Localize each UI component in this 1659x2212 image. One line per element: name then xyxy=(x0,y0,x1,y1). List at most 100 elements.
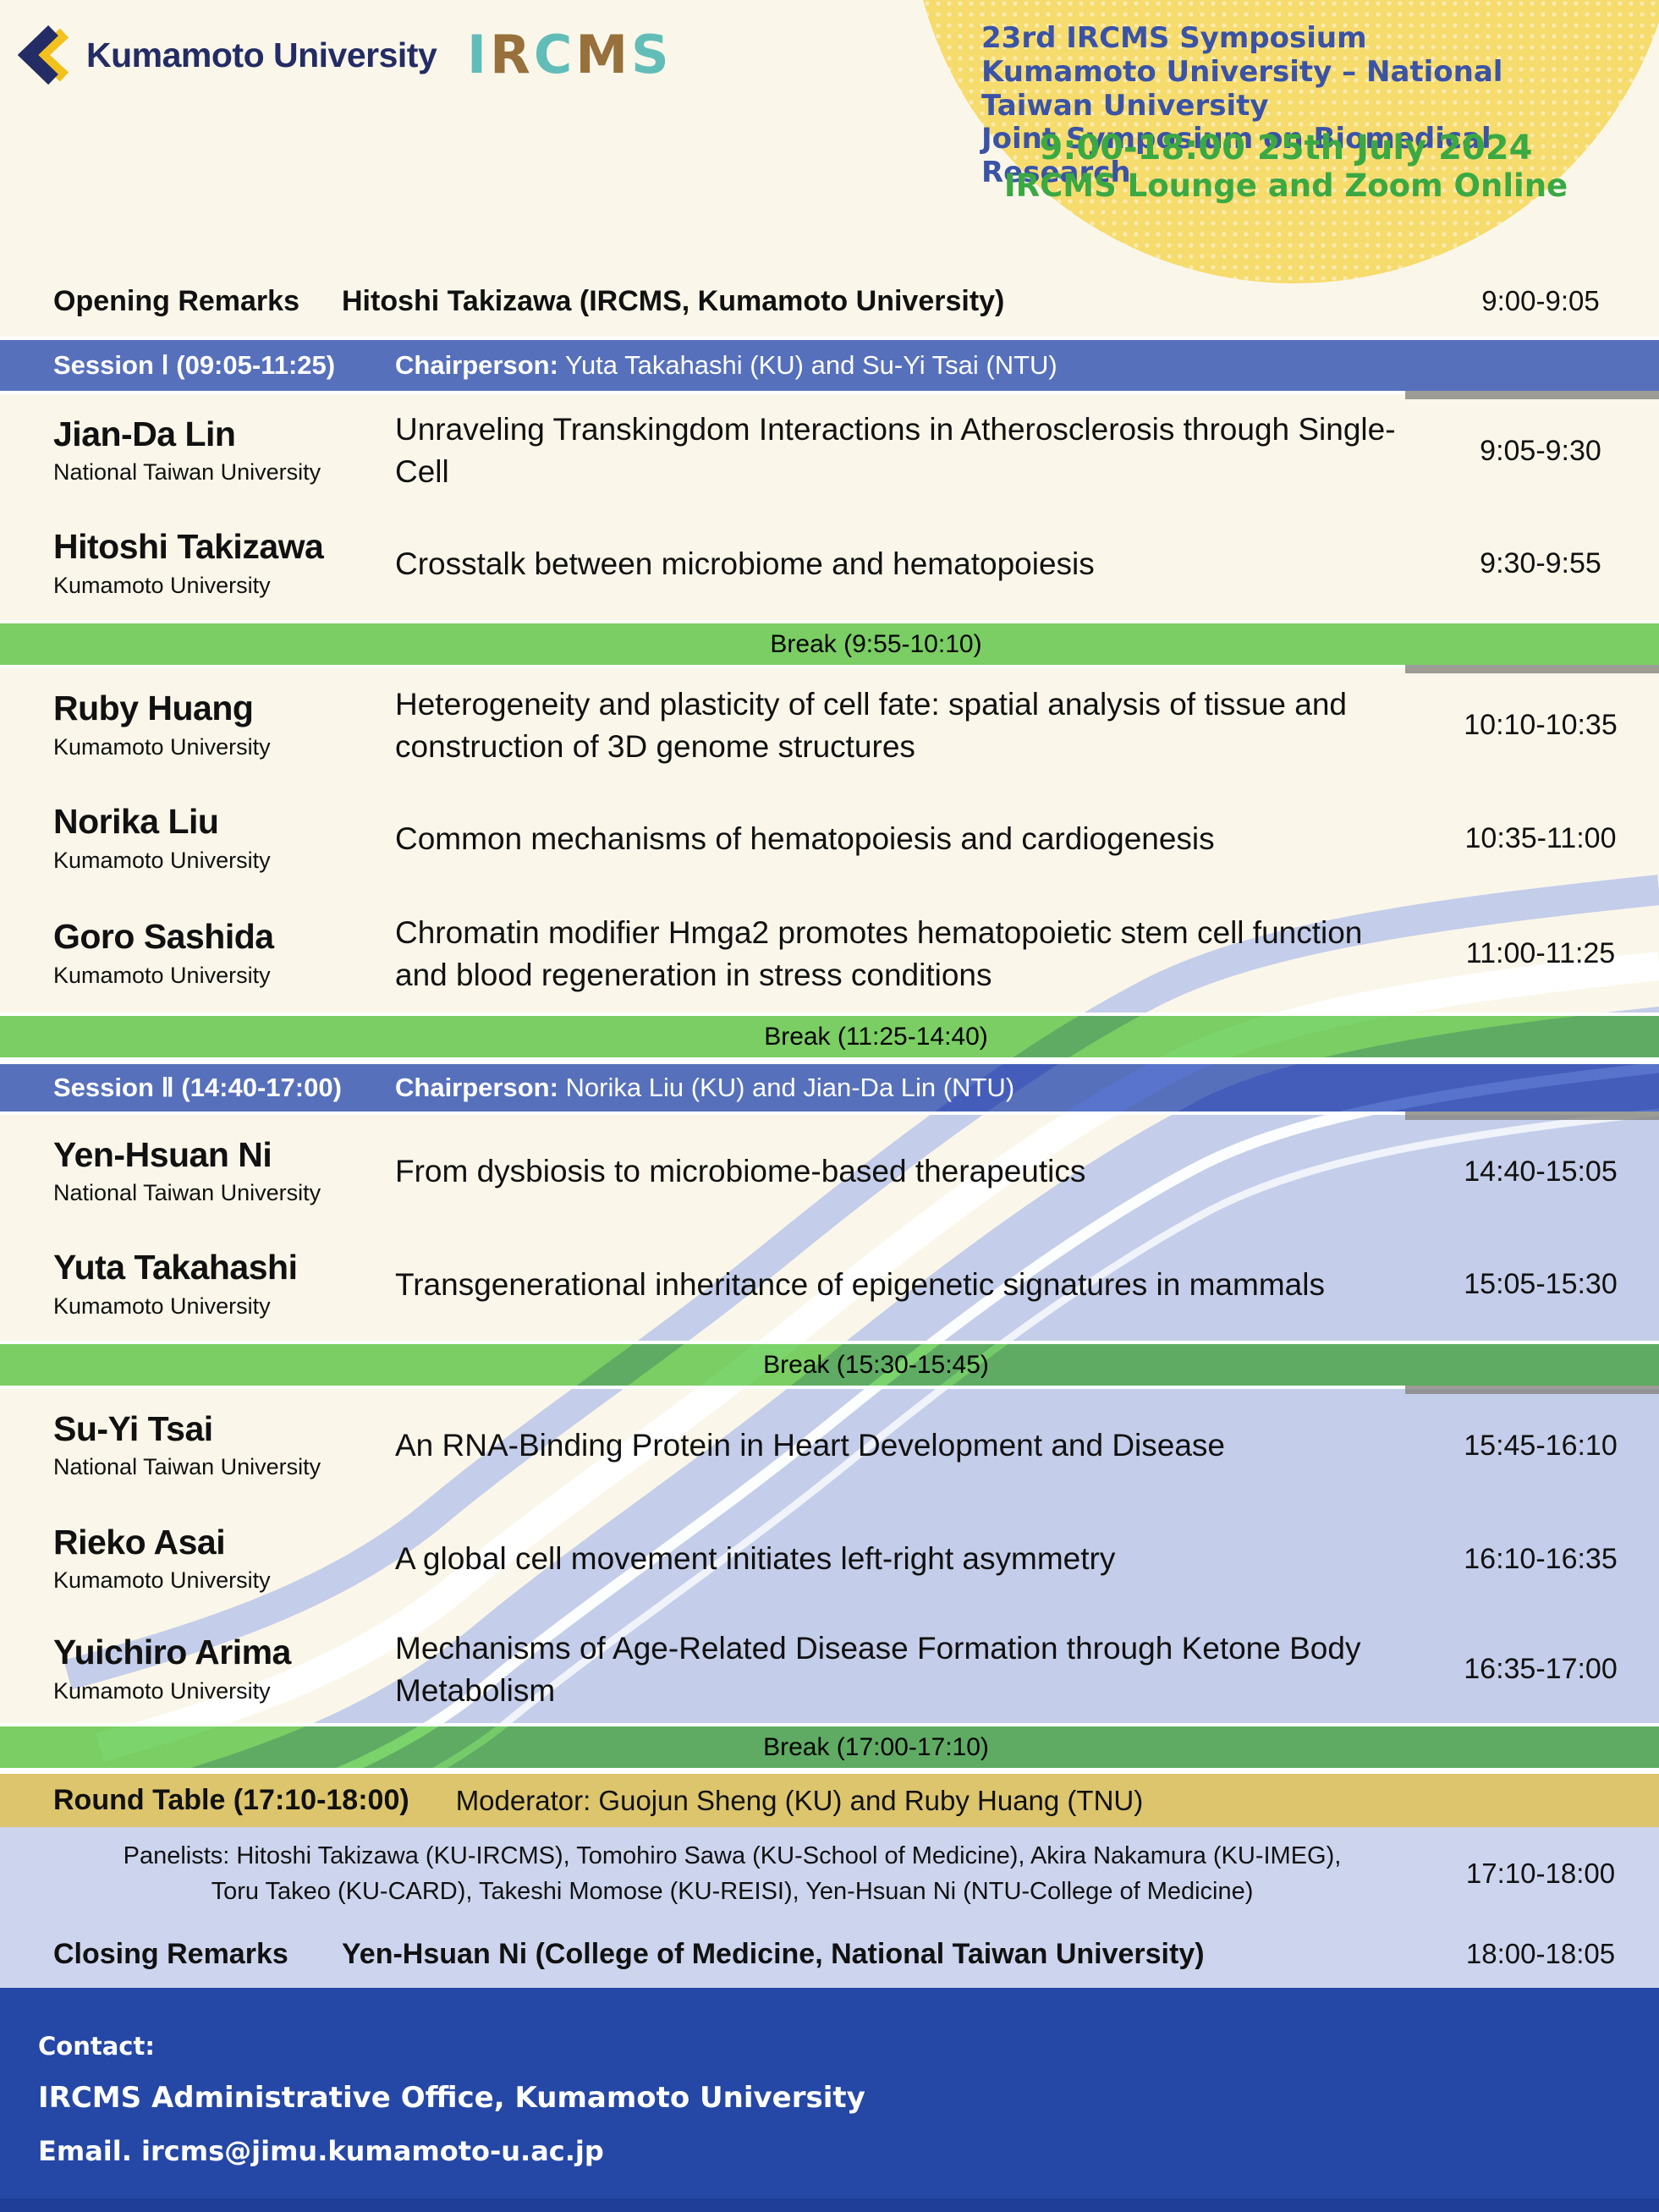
symposium-venue: IRCMS Lounge and Zoom Online xyxy=(1003,167,1568,204)
session1-label: Session Ⅰ (09:05-11:25) xyxy=(53,350,336,380)
session1-band: Session Ⅰ (09:05-11:25) Chairperson: Yut… xyxy=(0,337,1659,399)
footer-email: Email. ircms@jimu.kumamoto-u.ac.jp xyxy=(38,2135,604,2167)
talk-time: 11:00-11:25 xyxy=(1465,937,1616,969)
talk-time: 9:30-9:55 xyxy=(1480,547,1601,579)
speaker-name: Jian-Da Lin xyxy=(53,414,236,453)
ircms-letter: I xyxy=(467,24,491,85)
speaker-affiliation: National Taiwan University xyxy=(53,1180,321,1206)
speaker-affiliation: Kumamoto University xyxy=(53,1677,271,1704)
talk-time: 10:10-10:35 xyxy=(1464,709,1618,741)
talk-row: Jian-Da Lin National Taiwan University Un… xyxy=(0,394,1659,508)
chairperson-label: Chairperson: xyxy=(395,350,558,380)
kumamoto-logo-text: Kumamoto University xyxy=(86,35,437,74)
speaker-name: Hitoshi Takizawa xyxy=(53,527,324,567)
closing-remarks-speaker: Yen-Hsuan Ni (College of Medicine, Natio… xyxy=(342,1937,1205,1970)
panelists-line2: Toru Takeo (KU-CARD), Takeshi Momose (KU… xyxy=(211,1878,1254,1905)
speaker-affiliation: Kumamoto University xyxy=(53,1293,271,1319)
talk-row: Su-Yi Tsai National Taiwan University An … xyxy=(0,1389,1659,1502)
talk-row: Goro Sashida Kumamoto University Chromati… xyxy=(0,895,1659,1013)
break3-text: Break (15:30-15:45) xyxy=(763,1350,989,1379)
chairperson-names: Yuta Takahashi (KU) and Su-Yi Tsai (NTU) xyxy=(558,350,1057,380)
panelists-row: Panelists: Hitoshi Takizawa (KU-IRCMS), … xyxy=(0,1827,1659,1920)
ircms-letter: R xyxy=(490,24,534,85)
symposium-datetime: 9:00-18:00 25th July 2024 xyxy=(1039,129,1533,167)
panelists-text: Panelists: Hitoshi Takizawa (KU-IRCMS), … xyxy=(0,1838,1422,1909)
talk-time: 10:35-11:00 xyxy=(1464,822,1617,854)
speaker-name: Goro Sashida xyxy=(53,917,274,957)
symposium-title-line3: Joint Symposium on Biomedical Research xyxy=(981,122,1491,190)
panelists-time: 17:10-18:00 xyxy=(1465,1858,1616,1889)
break1-band: Break (9:55-10:10) xyxy=(0,620,1659,673)
symposium-title: 23rd IRCMS Symposium Kumamoto University… xyxy=(981,21,1624,190)
talk-title: Crosstalk between microbiome and hematop… xyxy=(395,546,1095,581)
talk-row: Hitoshi Takizawa Kumamoto University Cros… xyxy=(0,508,1659,620)
talk-row: Norika Liu Kumamoto University Common mec… xyxy=(0,782,1659,895)
band-shadow xyxy=(1405,665,1659,673)
footer-office: IRCMS Administrative Office, Kumamoto Un… xyxy=(38,2081,865,2115)
session2-chairperson: Chairperson: Norika Liu (KU) and Jian-Da… xyxy=(395,1073,1014,1103)
speaker-affiliation: National Taiwan University xyxy=(53,459,321,486)
session2-band: Session Ⅱ (14:40-17:00) Chairperson: Nor… xyxy=(0,1061,1659,1120)
ircms-letter: M xyxy=(575,24,632,85)
speaker-name: Yuta Takahashi xyxy=(53,1248,298,1287)
session2-band-bg xyxy=(0,1064,1659,1111)
speaker-affiliation: Kumamoto University xyxy=(53,733,271,760)
talk-title: Mechanisms of Age-Related Disease Format… xyxy=(395,1630,1361,1708)
speaker-name: Rieko Asai xyxy=(53,1522,226,1562)
opening-remarks-label: Opening Remarks xyxy=(53,284,299,317)
break2-band: Break (11:25-14:40) xyxy=(0,1013,1659,1061)
break2-text: Break (11:25-14:40) xyxy=(764,1022,988,1051)
yellow-circle xyxy=(923,0,1659,283)
band-shadow xyxy=(1405,1386,1659,1394)
talk-row: Yuta Takahashi Kumamoto University Transg… xyxy=(0,1228,1659,1341)
ircms-logo: IRCMS xyxy=(467,24,673,85)
break3-band-bg xyxy=(0,1344,1659,1386)
talk-row: Yuichiro Arima Kumamoto University Mechan… xyxy=(0,1616,1659,1723)
footer: Contact: IRCMS Administrative Office, Ku… xyxy=(0,1988,1659,2212)
break1-band-bg xyxy=(0,623,1659,665)
chairperson-names: Norika Liu (KU) and Jian-Da Lin (NTU) xyxy=(558,1073,1015,1102)
talk-title: Chromatin modifier Hmga2 promotes hemato… xyxy=(395,914,1363,992)
talk-title: Common mechanisms of hematopoiesis and c… xyxy=(395,821,1215,856)
talk-row: Rieko Asai Kumamoto University A global c… xyxy=(0,1502,1659,1616)
talk-title: From dysbiosis to microbiome-based thera… xyxy=(395,1154,1086,1189)
talk-time: 16:35-17:00 xyxy=(1464,1653,1618,1685)
session1-band-bg xyxy=(0,340,1659,391)
closing-remarks-time: 18:00-18:05 xyxy=(1465,1938,1616,1969)
kumamoto-chevron-icon xyxy=(17,25,69,85)
speaker-name: Yuichiro Arima xyxy=(53,1633,291,1672)
talk-row: Ruby Huang Kumamoto University Heterogene… xyxy=(0,668,1659,782)
closing-remarks-row: Closing Remarks Yen-Hsuan Ni (College of… xyxy=(0,1920,1659,1988)
talk-title: Unraveling Transkingdom Interactions in … xyxy=(395,412,1396,489)
break1-text: Break (9:55-10:10) xyxy=(770,629,982,658)
band-shadow xyxy=(1405,1111,1659,1120)
talk-title: A global cell movement initiates left-ri… xyxy=(395,1541,1116,1577)
round-table-band: Round Table (17:10-18:00) Moderator: Guo… xyxy=(0,1771,1659,1827)
footer-bottom-strip xyxy=(0,2198,1659,2212)
speaker-affiliation: Kumamoto University xyxy=(53,962,271,988)
speaker-affiliation: National Taiwan University xyxy=(53,1454,321,1480)
ircms-letter: S xyxy=(631,24,673,85)
session2-label: Session Ⅱ (14:40-17:00) xyxy=(53,1073,342,1102)
opening-remarks-speaker: Hitoshi Takizawa (IRCMS, Kumamoto Univer… xyxy=(342,284,1005,317)
speaker-affiliation: Kumamoto University xyxy=(53,847,271,873)
talk-time: 15:45-16:10 xyxy=(1464,1429,1618,1462)
symposium-title-line1: 23rd IRCMS Symposium xyxy=(981,21,1367,55)
session1-chairperson: Chairperson: Yuta Takahashi (KU) and Su-… xyxy=(395,350,1057,381)
speaker-affiliation: Kumamoto University xyxy=(53,572,271,598)
speaker-affiliation: Kumamoto University xyxy=(53,1567,271,1594)
round-table-label: Round Table (17:10-18:00) xyxy=(53,1784,409,1816)
talk-time: 9:05-9:30 xyxy=(1480,434,1601,467)
break3-band: Break (15:30-15:45) xyxy=(0,1341,1659,1394)
speaker-name: Yen-Hsuan Ni xyxy=(53,1134,272,1174)
closing-remarks-label: Closing Remarks xyxy=(53,1937,288,1970)
ircms-letter: C xyxy=(533,24,576,85)
opening-remarks-row: Opening Remarks Hitoshi Takizawa (IRCMS,… xyxy=(0,269,1659,333)
footer-contact-label: Contact: xyxy=(38,2032,155,2061)
break4-band-bg xyxy=(0,1726,1659,1768)
talk-time: 14:40-15:05 xyxy=(1464,1155,1618,1188)
opening-remarks-time: 9:00-9:05 xyxy=(1481,285,1600,316)
break2-band-bg xyxy=(0,1016,1659,1057)
talk-title: Transgenerational inheritance of epigene… xyxy=(395,1266,1325,1302)
